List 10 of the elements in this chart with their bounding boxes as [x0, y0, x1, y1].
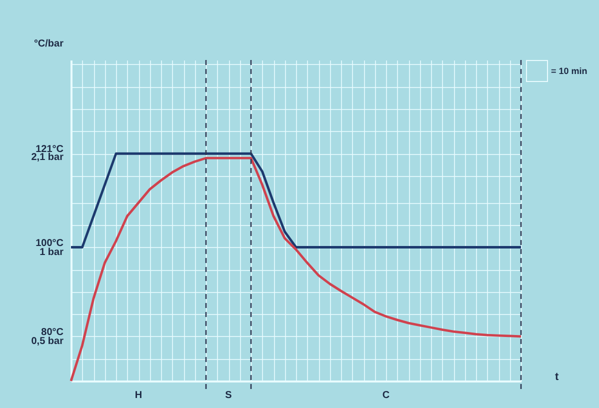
y2-tick-label: 1 bar	[40, 247, 64, 258]
y-tick-label: 100°C	[36, 238, 64, 249]
y-axis-title: °C/bar	[34, 38, 64, 50]
text: H	[134, 390, 142, 401]
text: S	[225, 390, 232, 401]
x-axis-title: t	[555, 371, 559, 383]
text: = 10 min	[551, 66, 588, 76]
text: C	[382, 390, 390, 401]
y2-tick-label: 0,5 bar	[31, 336, 64, 347]
y-tick-label: 80°C	[41, 326, 64, 338]
